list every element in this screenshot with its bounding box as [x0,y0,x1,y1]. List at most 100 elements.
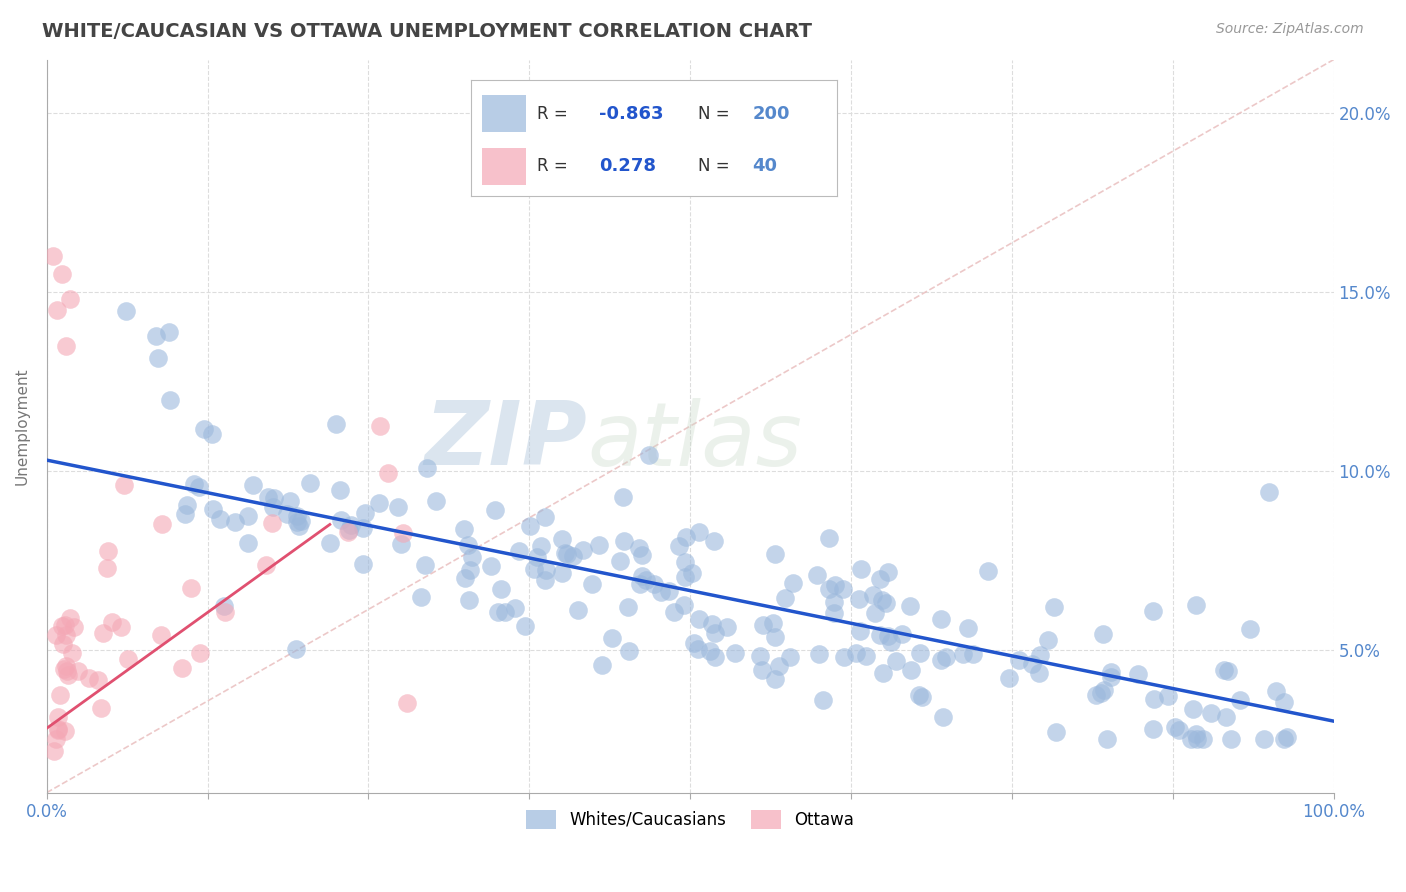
Point [460,549,482,564]
Point [956,621,979,635]
Point [176,498,198,512]
Point [1084,688,1107,702]
Point [425,493,447,508]
Point [1168,723,1191,737]
Point [183,477,205,491]
Point [911,690,934,704]
Point [387,500,409,514]
Point [703,534,725,549]
Point [1216,664,1239,678]
Point [908,646,931,660]
Point [628,577,651,591]
Point [513,619,536,633]
Point [1184,727,1206,741]
Point [212,599,235,613]
Point [1099,671,1122,685]
Point [60,646,83,660]
Point [503,601,526,615]
Point [87,673,110,687]
Point [202,502,225,516]
Point [173,508,195,522]
Point [875,596,897,610]
Point [862,589,884,603]
Point [53,724,76,739]
Point [681,566,703,580]
Point [276,508,298,522]
Point [1157,689,1180,703]
Point [52,637,75,651]
Point [907,688,929,702]
Point [193,422,215,436]
Point [188,480,211,494]
Point [1142,722,1164,736]
Y-axis label: Unemployment: Unemployment [15,368,30,485]
Point [1213,663,1236,677]
Point [1045,725,1067,739]
Point [526,549,548,564]
Point [287,519,309,533]
Text: atlas: atlas [588,398,801,483]
Point [55,664,77,678]
Point [627,541,650,556]
Point [699,644,721,658]
Point [1028,666,1050,681]
Point [285,516,308,530]
Point [146,351,169,365]
Point [962,647,984,661]
Point [236,536,259,550]
Point [977,564,1000,578]
Point [257,491,280,505]
Point [1185,598,1208,612]
Point [389,537,412,551]
Point [534,510,557,524]
Point [56,667,79,681]
Point [263,491,285,505]
Point [336,524,359,539]
Point [150,628,173,642]
Text: 40: 40 [752,157,778,175]
Point [673,555,696,569]
Point [952,647,974,661]
Point [453,522,475,536]
Point [170,661,193,675]
Point [262,500,284,515]
Point [325,417,347,432]
Point [668,539,690,553]
Point [561,549,583,563]
Point [91,626,114,640]
Point [90,701,112,715]
Point [278,494,301,508]
Point [884,654,907,668]
Point [600,631,623,645]
Legend: Whites/Caucasians, Ottawa: Whites/Caucasians, Ottawa [519,803,860,836]
Point [675,530,697,544]
Point [457,592,479,607]
Point [1042,599,1064,614]
Point [638,448,661,462]
Point [891,627,914,641]
Point [1099,665,1122,680]
Point [415,461,437,475]
Point [1239,623,1261,637]
Point [48,710,70,724]
Point [634,574,657,588]
Point [1199,706,1222,721]
Point [1091,627,1114,641]
Point [751,664,773,678]
Text: 0.278: 0.278 [599,157,657,175]
Point [457,539,479,553]
Point [534,573,557,587]
Point [395,696,418,710]
Point [704,649,727,664]
Point [188,646,211,660]
Point [688,612,710,626]
Text: ZIP: ZIP [425,397,588,484]
Point [115,304,138,318]
Point [630,549,652,563]
Point [673,570,696,584]
Point [752,618,775,632]
Point [631,569,654,583]
Point [46,302,69,317]
Text: R =: R = [537,105,568,123]
Point [1038,633,1060,648]
